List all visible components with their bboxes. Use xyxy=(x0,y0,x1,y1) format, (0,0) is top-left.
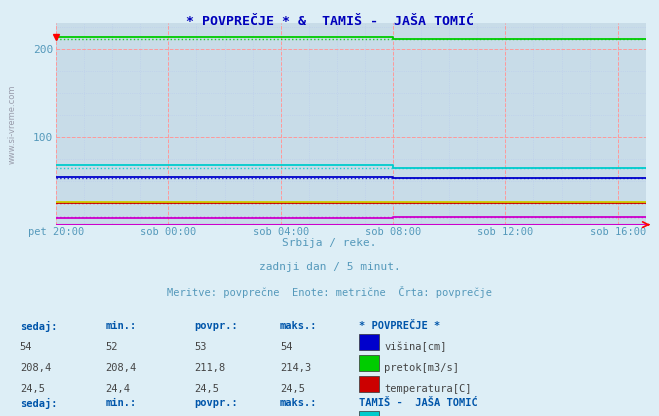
Text: 54: 54 xyxy=(280,342,293,352)
Text: 208,4: 208,4 xyxy=(105,363,136,373)
Text: min.:: min.: xyxy=(105,398,136,408)
Bar xyxy=(359,334,379,350)
Text: min.:: min.: xyxy=(105,321,136,331)
Text: 211,8: 211,8 xyxy=(194,363,225,373)
Bar xyxy=(359,355,379,371)
Text: višina[cm]: višina[cm] xyxy=(384,342,447,352)
Text: sedaj:: sedaj: xyxy=(20,321,57,332)
Text: * POVPREČJE * &  TAMIŠ -  JAŠA TOMIĆ: * POVPREČJE * & TAMIŠ - JAŠA TOMIĆ xyxy=(185,15,474,27)
Text: Srbija / reke.: Srbija / reke. xyxy=(282,238,377,248)
Text: zadnji dan / 5 minut.: zadnji dan / 5 minut. xyxy=(258,262,401,272)
Text: 24,4: 24,4 xyxy=(105,384,130,394)
Bar xyxy=(359,376,379,392)
Text: maks.:: maks.: xyxy=(280,321,318,331)
Bar xyxy=(359,411,379,416)
Text: temperatura[C]: temperatura[C] xyxy=(384,384,472,394)
Text: 214,3: 214,3 xyxy=(280,363,311,373)
Text: 24,5: 24,5 xyxy=(194,384,219,394)
Text: povpr.:: povpr.: xyxy=(194,321,238,331)
Text: * POVPREČJE *: * POVPREČJE * xyxy=(359,321,440,331)
Text: TAMIŠ -  JAŠA TOMIĆ: TAMIŠ - JAŠA TOMIĆ xyxy=(359,398,478,408)
Text: 53: 53 xyxy=(194,342,207,352)
Text: 24,5: 24,5 xyxy=(20,384,45,394)
Text: povpr.:: povpr.: xyxy=(194,398,238,408)
Text: 54: 54 xyxy=(20,342,32,352)
Text: 24,5: 24,5 xyxy=(280,384,305,394)
Text: Meritve: povprečne  Enote: metrične  Črta: povprečje: Meritve: povprečne Enote: metrične Črta:… xyxy=(167,286,492,298)
Text: 52: 52 xyxy=(105,342,118,352)
Text: www.si-vreme.com: www.si-vreme.com xyxy=(7,84,16,163)
Text: 208,4: 208,4 xyxy=(20,363,51,373)
Text: sedaj:: sedaj: xyxy=(20,398,57,409)
Text: maks.:: maks.: xyxy=(280,398,318,408)
Text: pretok[m3/s]: pretok[m3/s] xyxy=(384,363,459,373)
